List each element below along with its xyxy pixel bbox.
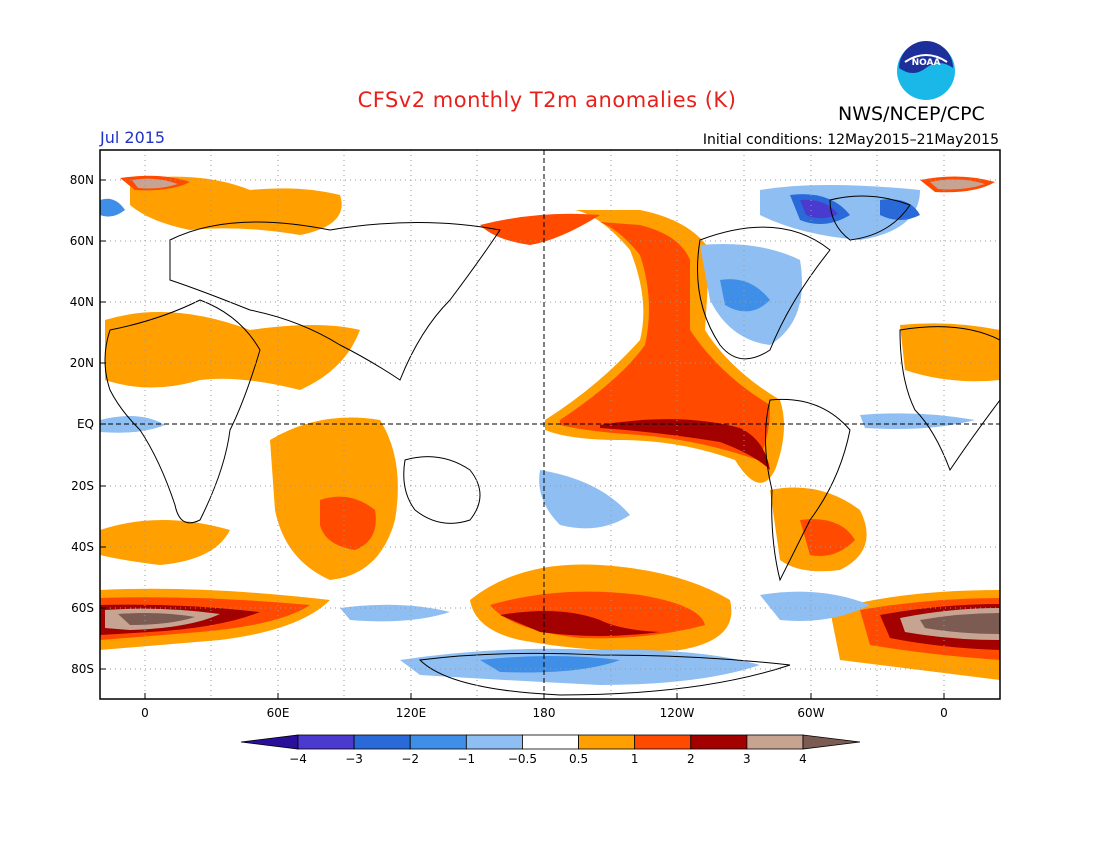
organization-label: NWS/NCEP/CPC (838, 103, 985, 125)
warm-anomaly-region (100, 588, 330, 650)
colorbar-swatch (634, 734, 692, 750)
lat-label: 80N (69, 173, 94, 187)
warm-anomaly-region (470, 564, 732, 652)
lat-label: EQ (76, 417, 94, 431)
colorbar-swatch (240, 734, 299, 750)
colorbar-label: 4 (799, 752, 807, 766)
warm-anomaly-region (118, 613, 195, 625)
warm-anomaly-region (860, 598, 1000, 660)
warm-anomaly-region (105, 312, 360, 390)
warm-anomaly-region (500, 611, 660, 636)
lat-label: 60S (71, 601, 94, 615)
warm-anomaly-region (600, 419, 770, 470)
reference-lines (100, 150, 1000, 699)
cold-anomaly-region (400, 648, 760, 685)
colorbar-swatch (746, 734, 804, 750)
colorbar-label: 3 (743, 752, 751, 766)
colorbar-swatch (578, 734, 636, 750)
warm-anomaly-region (270, 417, 398, 580)
colorbar-swatch (690, 734, 748, 750)
coastlines (104, 195, 1000, 696)
colorbar (240, 734, 861, 750)
svg-text:NOAA: NOAA (912, 58, 941, 68)
colorbar-label: −1 (457, 752, 476, 766)
warm-anomaly-region (920, 176, 995, 193)
lon-label: 120W (659, 706, 695, 720)
lon-label: 120E (395, 706, 427, 720)
colorbar-swatch (409, 734, 467, 750)
warm-anomaly-region (490, 591, 705, 639)
cold-anomaly-region (720, 279, 770, 312)
colorbar-swatch (465, 734, 523, 750)
cold-anomaly-region (800, 199, 838, 219)
warm-anomaly-region (100, 520, 230, 565)
cold-anomaly-region (539, 470, 630, 529)
cold-anomaly-region (790, 194, 850, 224)
warm-anomaly-region (800, 519, 855, 556)
cold-anomaly-region (700, 244, 802, 345)
noaa-logo: NOAA (897, 41, 955, 100)
warm-anomaly-region (130, 176, 342, 235)
lat-label: 40S (71, 540, 94, 554)
lon-label: 60W (797, 706, 825, 720)
colorbar-label: 2 (686, 752, 695, 766)
colorbar-swatch (522, 734, 579, 750)
warm-anomaly-region (560, 222, 770, 460)
colorbar-label: 0.5 (569, 752, 589, 766)
warm-anomaly-region (480, 213, 600, 245)
warm-anomaly-region (320, 496, 376, 550)
graticule (100, 150, 1000, 699)
cold-anomaly-region (760, 591, 870, 621)
colorbar-label: −0.5 (507, 752, 537, 766)
colorbar-label: −2 (401, 752, 420, 766)
cold-anomaly-region (340, 604, 450, 622)
warm-anomaly-region (770, 487, 867, 572)
warm-anomaly-region (900, 608, 1000, 640)
cold-anomaly-region (100, 416, 165, 433)
cold-anomaly-region (860, 413, 975, 429)
lon-label: 0 (940, 706, 948, 720)
warm-anomaly-region (930, 179, 985, 190)
warm-anomaly-region (900, 323, 1000, 382)
colorbar-label: −3 (345, 752, 363, 766)
cold-anomaly-region (880, 199, 920, 220)
cold-anomaly-region (100, 198, 125, 217)
lat-label: 20S (71, 479, 94, 493)
valid-month-label: Jul 2015 (100, 128, 166, 147)
anomaly-fields (100, 175, 1000, 685)
warm-anomaly-region (100, 604, 260, 635)
warm-anomaly-region (545, 210, 784, 483)
map-frame (99, 149, 1001, 700)
lat-label: 60N (69, 234, 94, 248)
warm-anomaly-region (105, 608, 220, 630)
warm-anomaly-region (100, 597, 310, 640)
warm-anomaly-region (920, 613, 1000, 634)
colorbar-swatch (802, 734, 861, 750)
colorbar-label: −4 (289, 752, 307, 766)
warm-anomaly-region (132, 178, 178, 189)
lat-label: 80S (71, 662, 94, 676)
cold-anomaly-region (480, 656, 620, 673)
warm-anomaly-region (880, 604, 1000, 650)
cold-anomaly-region (760, 185, 920, 240)
colorbar-swatch (353, 734, 411, 750)
map-title: CFSv2 monthly T2m anomalies (K) (357, 88, 737, 112)
colorbar-swatch (297, 734, 355, 750)
initial-conditions-label: Initial conditions: 12May2015–21May2015 (702, 132, 999, 148)
warm-anomaly-region (830, 590, 1000, 680)
warm-anomaly-region (120, 175, 190, 191)
colorbar-label: 1 (630, 752, 639, 766)
lon-label: 0 (141, 706, 149, 720)
lon-label: 180 (532, 706, 556, 720)
lat-label: 40N (69, 295, 94, 309)
lat-label: 20N (69, 356, 94, 370)
axis-ticks (100, 179, 945, 699)
lon-label: 60E (266, 706, 290, 720)
